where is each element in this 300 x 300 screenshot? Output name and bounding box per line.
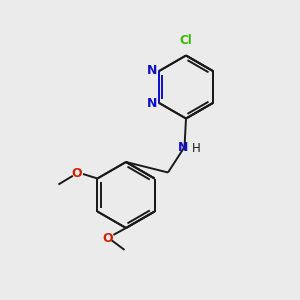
- Text: Cl: Cl: [180, 34, 192, 47]
- Text: H: H: [191, 142, 200, 155]
- Text: N: N: [147, 64, 157, 77]
- Text: O: O: [103, 232, 113, 245]
- Text: N: N: [147, 97, 157, 110]
- Text: O: O: [71, 167, 82, 180]
- Text: N: N: [178, 141, 188, 154]
